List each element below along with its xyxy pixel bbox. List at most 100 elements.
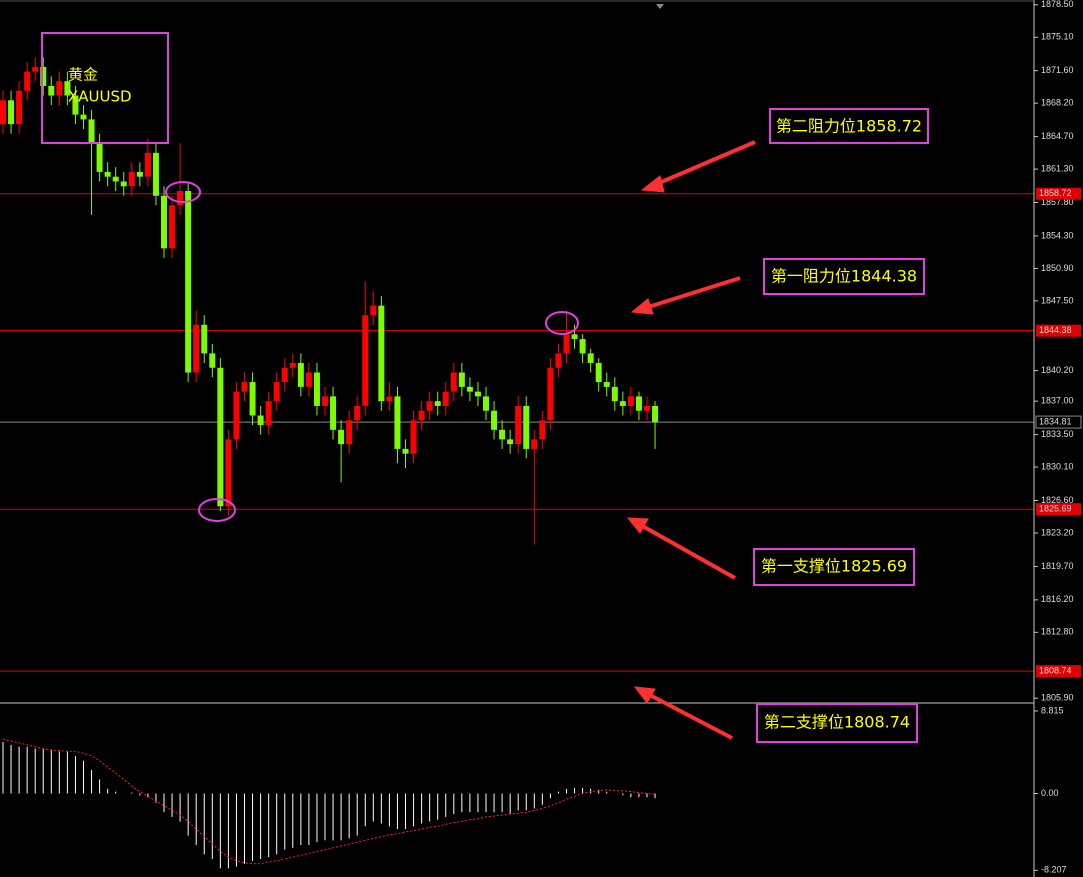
y-tick-label: 1871.60 [1041, 65, 1074, 75]
candle-body [491, 410, 498, 430]
highlight-circle [165, 181, 201, 203]
candle-body [595, 362, 602, 383]
highlight-circle [545, 311, 579, 335]
symbol-name: 黄金 [68, 66, 98, 84]
candle-body [96, 143, 103, 172]
candle-body [88, 119, 95, 144]
y-tick-label: 1850.90 [1041, 263, 1074, 273]
candle-body [330, 396, 337, 430]
candle-body [386, 396, 393, 402]
level-label-bg [1036, 187, 1081, 200]
y-tick-label: 1864.70 [1041, 131, 1074, 141]
highlight-circle [198, 498, 236, 522]
candle-body [56, 81, 63, 96]
arrow-head [633, 686, 656, 704]
level-label: 1808.74 [1039, 665, 1072, 675]
candle-body [80, 114, 87, 120]
annotation: 第二阻力位1858.72 [776, 117, 922, 136]
candle-body [466, 386, 473, 392]
candle-body [104, 171, 111, 177]
candle-body [635, 396, 642, 411]
candle-body [265, 401, 272, 426]
candle-body [281, 367, 288, 383]
y-tick-label: 1819.70 [1041, 561, 1074, 571]
annotation-box [753, 548, 915, 586]
candle-body [8, 100, 15, 125]
level-label-bg [1036, 503, 1081, 516]
y-tick-label: 1847.50 [1041, 295, 1074, 305]
last-price-label: 1834.81 [1039, 416, 1072, 426]
candle-body [161, 195, 167, 249]
candle-body [152, 152, 159, 196]
candle-body [136, 171, 143, 177]
y-tick-label: 1854.30 [1041, 230, 1074, 240]
y-tick-label: 1857.80 [1041, 197, 1074, 207]
arrow-head [626, 517, 649, 534]
candle-body [450, 372, 457, 392]
candle-body [458, 372, 465, 387]
annotation-box [763, 258, 925, 295]
level-label-bg [1036, 665, 1081, 678]
y-tick-label: 1875.10 [1041, 32, 1074, 42]
candle-body [587, 353, 594, 363]
candle-body [370, 305, 377, 316]
candle-body [515, 405, 522, 445]
candle-body [64, 81, 71, 96]
candle-body [402, 448, 409, 454]
y-tick-label: 1823.20 [1041, 527, 1074, 537]
candle-body [531, 439, 538, 449]
candle-body [313, 372, 320, 406]
candle-body [185, 191, 192, 373]
candle-body [603, 382, 610, 387]
candle-body [40, 66, 47, 86]
candle-body [474, 391, 481, 397]
candle-body [0, 100, 6, 125]
arrow [641, 276, 741, 311]
arrow [651, 140, 756, 188]
candle-body [112, 176, 119, 182]
candle-body [32, 66, 39, 72]
candle-body [241, 382, 248, 392]
y-tick-label: 1837.00 [1041, 396, 1074, 406]
candle-body [434, 401, 441, 406]
annotation-box [769, 108, 929, 144]
candle-body [16, 90, 23, 125]
candle-body [257, 415, 264, 426]
y-tick-label: 1812.80 [1041, 627, 1074, 637]
level-label: 1844.38 [1039, 325, 1072, 335]
signal-line [2, 738, 656, 865]
arrow-head [640, 175, 665, 193]
arrow [636, 521, 736, 580]
candle-body [442, 391, 449, 406]
axis-layer: 1878.50 1875.10 1871.60 1868.20 1864.70 1861.… [1034, 0, 1082, 875]
candle-body [24, 71, 31, 91]
scroll-marker [656, 4, 664, 9]
candle-body [426, 401, 433, 411]
candle-body [169, 205, 176, 249]
candle-body [233, 391, 240, 440]
candle-body [611, 386, 618, 402]
candle-body [120, 181, 127, 187]
candle-body [297, 362, 304, 387]
candle-body [644, 405, 650, 411]
grid-layer [0, 193, 1034, 672]
candle-body [563, 334, 570, 354]
y-tick-label: 1840.20 [1041, 365, 1074, 375]
candle-body [128, 171, 135, 187]
y-tick-label: 0.00 [1041, 788, 1059, 798]
y-tick-label: 8.815 [1041, 705, 1064, 715]
candle-body [201, 324, 208, 354]
candle-body [579, 339, 586, 354]
candle-body [555, 353, 562, 368]
annotation-box [756, 703, 918, 743]
candle-body [627, 396, 634, 406]
candle-body [394, 396, 401, 449]
y-tick-label: 1816.20 [1041, 594, 1074, 604]
candle-body [289, 362, 296, 368]
symbol-ticker: XAUUSD [68, 88, 132, 106]
level-label: 1858.72 [1039, 188, 1072, 198]
annotation: 第一阻力位1844.38 [771, 267, 917, 286]
level-label-bg [1036, 324, 1081, 337]
